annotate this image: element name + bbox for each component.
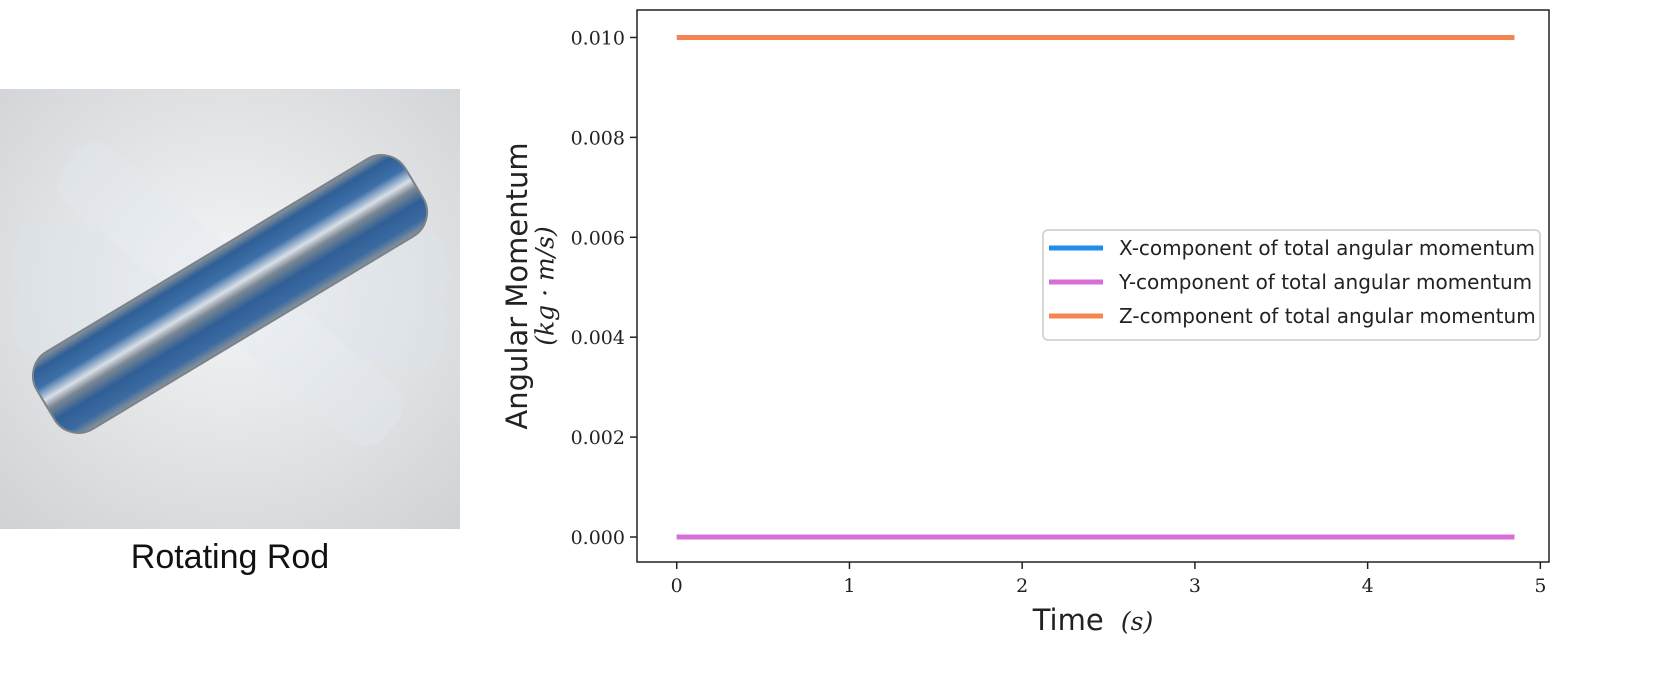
x-tick-label: 5 [1534, 575, 1546, 597]
x-tick-label: 3 [1189, 575, 1201, 597]
x-axis-label-unit: (s) [1121, 607, 1153, 636]
x-axis-label: Time (s) [1032, 603, 1154, 637]
y-axis-ticks: 0.000 0.002 0.004 0.006 0.008 0.010 [571, 27, 637, 549]
y-axis-label-unit: (kg · m/s) [531, 226, 560, 345]
y-axis-label: Angular Momentum (kg · m/s) [500, 142, 560, 429]
legend-box [1042, 229, 1541, 341]
rotating-rod-render [0, 89, 460, 529]
y-axis-label-text: Angular Momentum [500, 142, 534, 429]
x-tick-label: 4 [1362, 575, 1374, 597]
plot-frame [636, 9, 1550, 563]
y-tick-label: 0.002 [571, 427, 625, 449]
x-tick-label: 0 [671, 575, 683, 597]
plot-content [676, 34, 1515, 540]
legend: X-component of total angular momentum Y-c… [1042, 229, 1541, 341]
y-tick-label: 0.006 [571, 227, 625, 249]
legend-label: X-component of total angular momentum [1119, 236, 1535, 260]
rod [31, 154, 429, 434]
legend-label: Y-component of total angular momentum [1118, 270, 1532, 294]
y-tick-label: 0.000 [571, 527, 625, 549]
x-axis-ticks: 0 1 2 3 4 5 [671, 562, 1546, 597]
angular-momentum-chart: 0 1 2 3 4 5 0.000 0.002 0.004 0.006 0.008 0.010 Ti… [500, 9, 1550, 637]
y-tick-label: 0.008 [571, 127, 625, 149]
x-axis-label-text: Time [1032, 603, 1104, 637]
legend-label: Z-component of total angular momentum [1119, 304, 1536, 328]
y-tick-label: 0.004 [571, 327, 625, 349]
x-tick-label: 1 [843, 575, 855, 597]
x-tick-label: 2 [1016, 575, 1028, 597]
rotating-rod-illustration [0, 89, 460, 529]
render-caption: Rotating Rod [130, 538, 330, 576]
y-tick-label: 0.010 [571, 27, 625, 49]
